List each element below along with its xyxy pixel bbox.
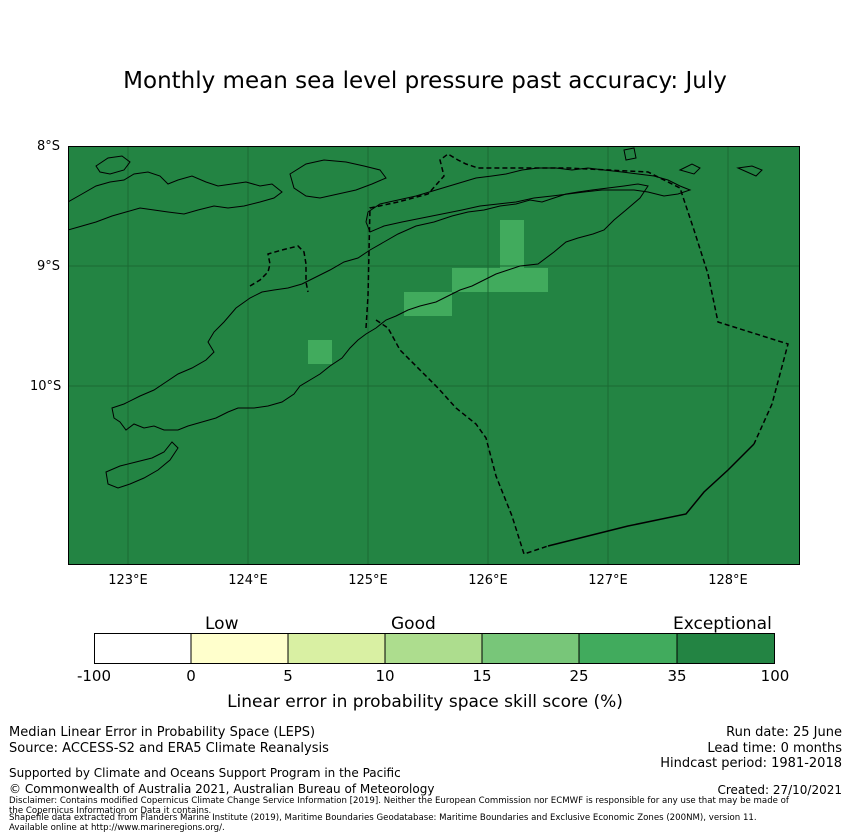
footer-run-date: Run date: 25 June [726, 725, 842, 740]
colorbar-tick: 25 [569, 667, 589, 685]
rote-island-outline [105, 441, 179, 489]
disclaimer-line1: Disclaimer: Contains modified Copernicus… [9, 796, 789, 806]
lat-label-9s: 9°S [37, 259, 61, 274]
eez-boundary-south [375, 319, 549, 555]
lon-label-126e: 126°E [468, 573, 508, 588]
timor-island-outline [111, 183, 649, 431]
colorbar-segment [288, 633, 385, 664]
colorbar-segment [94, 633, 191, 664]
map-title: Monthly mean sea level pressure past acc… [123, 68, 727, 94]
alor-island-outline [289, 159, 387, 199]
lon-label-127e: 127°E [588, 573, 628, 588]
shapefile-line1: Shapefile data extracted from Flanders M… [9, 813, 757, 823]
colorbar [94, 633, 775, 664]
colorbar-segment [677, 633, 775, 664]
colorbar-tick: 15 [472, 667, 492, 685]
lat-label-8s: 8°S [37, 139, 61, 154]
skill-cell [308, 340, 332, 364]
disclaimer-line2: the Copernicus Information or Data it co… [9, 806, 212, 816]
colorbar-segment [191, 633, 288, 664]
lon-label-123e: 123°E [108, 573, 148, 588]
colorbar-frame [94, 633, 775, 664]
lon-label-124e: 124°E [228, 573, 268, 588]
colorbar-segment [482, 633, 579, 664]
east-islands-outline [623, 147, 763, 177]
colorbar-tick: 35 [667, 667, 687, 685]
flores-east-outline [68, 171, 283, 231]
graticule [68, 146, 800, 565]
map-background [68, 146, 800, 565]
colorbar-tick: 5 [283, 667, 293, 685]
lon-label-128e: 128°E [708, 573, 748, 588]
skill-map [68, 146, 800, 565]
colorbar-category-exceptional: Exceptional [673, 614, 772, 634]
skill-cell [500, 220, 524, 268]
small-island-outline [95, 155, 131, 175]
colorbar-segment [385, 633, 482, 664]
colorbar-tick: 100 [760, 667, 790, 685]
shapefile-line2: Available online at http://www.marinereg… [9, 823, 225, 833]
footer-created: Created: 27/10/2021 [717, 783, 842, 797]
eez-boundary-north [249, 245, 309, 293]
colorbar-tick: 0 [186, 667, 196, 685]
colorbar-tick: -100 [76, 667, 112, 685]
footer-leps: Median Linear Error in Probability Space… [9, 725, 316, 740]
boundary-solid-south [547, 443, 755, 547]
colorbar-tick: 10 [375, 667, 395, 685]
footer-support: Supported by Climate and Oceans Support … [9, 766, 401, 780]
footer-copyright: © Commonwealth of Australia 2021, Austra… [9, 782, 435, 796]
lon-label-125e: 125°E [348, 573, 388, 588]
north-island-outline [365, 167, 692, 233]
colorbar-category-good: Good [391, 614, 436, 634]
colorbar-category-low: Low [205, 614, 239, 634]
map-frame [68, 146, 800, 565]
footer-source: Source: ACCESS-S2 and ERA5 Climate Reana… [9, 741, 329, 756]
skill-cell [452, 268, 548, 292]
colorbar-segment [579, 633, 677, 664]
colorbar-label: Linear error in probability space skill … [227, 692, 623, 712]
lat-label-10s: 10°S [30, 379, 62, 394]
eez-boundary-east [365, 153, 789, 445]
footer-hindcast: Hindcast period: 1981-2018 [660, 756, 842, 771]
footer-lead-time: Lead time: 0 months [707, 741, 842, 756]
